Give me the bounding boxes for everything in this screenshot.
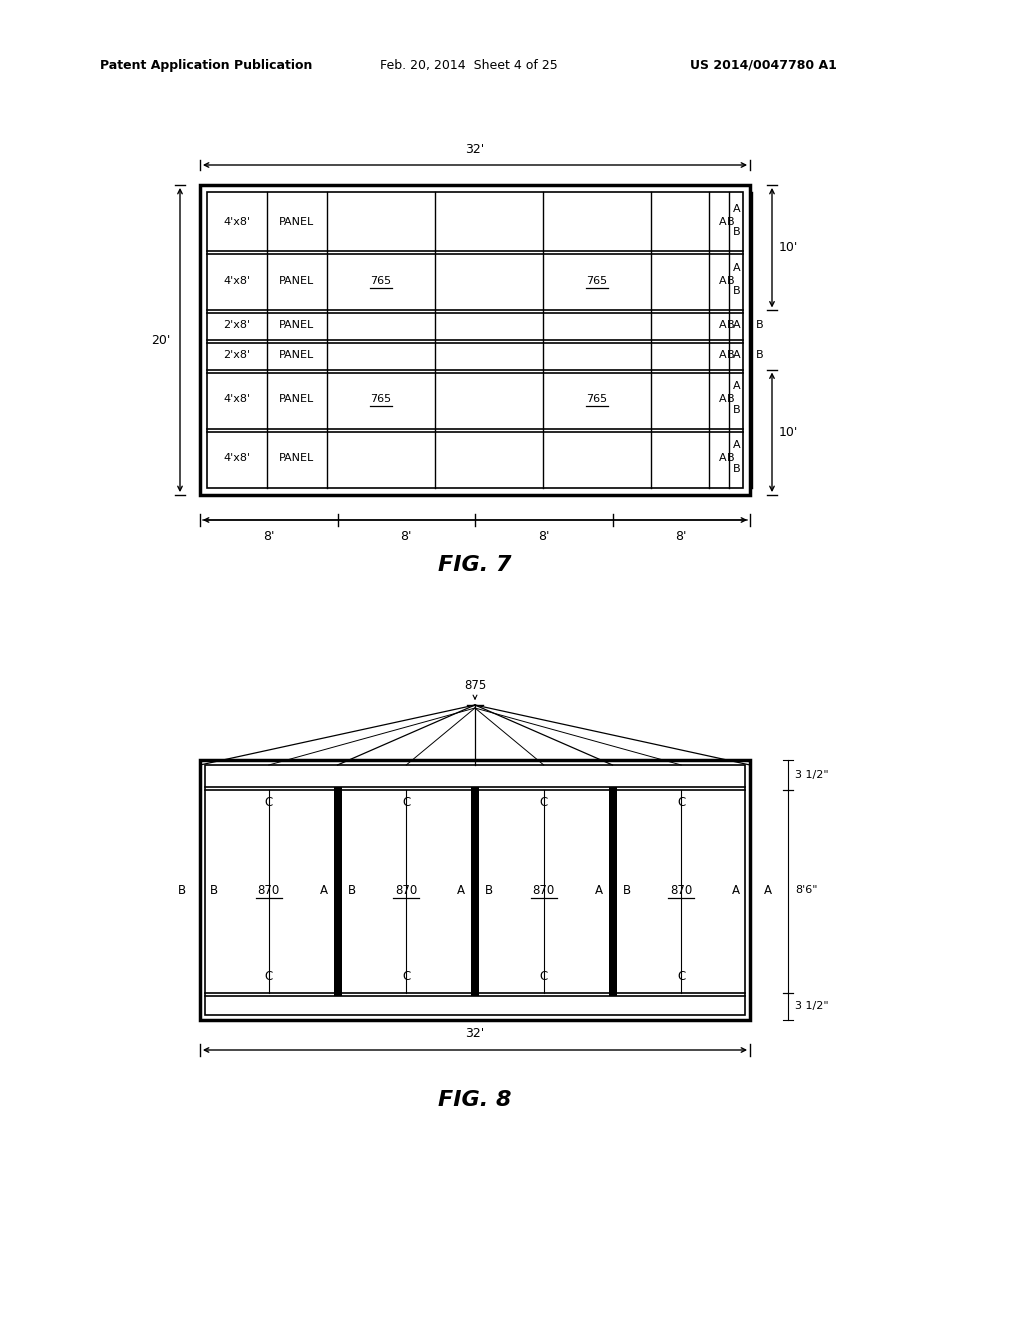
Text: 765: 765 [371,276,391,286]
Text: PANEL: PANEL [280,276,314,286]
Text: A: A [719,276,727,286]
Text: B: B [727,321,735,330]
Text: A: A [595,883,602,896]
Text: 3 1/2": 3 1/2" [795,770,828,780]
Text: A: A [733,441,740,450]
Text: C: C [677,970,685,983]
Bar [471,787,479,997]
Text: 8': 8' [676,531,687,543]
Bar [207,191,743,488]
Text: FIG. 8: FIG. 8 [438,1090,512,1110]
Text: 8': 8' [263,531,274,543]
Text: C: C [540,796,548,809]
Text: A: A [457,883,465,896]
Text: PANEL: PANEL [280,216,314,227]
Text: B: B [347,883,355,896]
Text: C: C [264,796,272,809]
Text: B: B [485,883,494,896]
Text: A: A [733,203,740,214]
Text: 4'x8': 4'x8' [223,453,251,463]
Text: C: C [402,796,411,809]
Text: 4'x8': 4'x8' [223,216,251,227]
Text: PANEL: PANEL [280,453,314,463]
Text: B: B [623,883,631,896]
Text: PANEL: PANEL [280,395,314,404]
Text: B: B [733,286,740,297]
Text: 2'x8': 2'x8' [223,321,251,330]
Text: B: B [727,216,735,227]
Text: A: A [733,263,740,273]
Text: 870: 870 [532,883,555,896]
Text: C: C [677,796,685,809]
Text: B: B [733,465,740,474]
Text: B: B [727,350,735,360]
Text: Patent Application Publication: Patent Application Publication [100,58,312,71]
Text: B: B [733,405,740,414]
Text: 20': 20' [152,334,171,346]
Text: 32': 32' [465,1027,484,1040]
Text: C: C [402,970,411,983]
Text: Feb. 20, 2014  Sheet 4 of 25: Feb. 20, 2014 Sheet 4 of 25 [380,58,558,71]
Text: 3 1/2": 3 1/2" [795,1002,828,1011]
Text: 4'x8': 4'x8' [223,276,251,286]
Text: A: A [719,216,727,227]
Text: A: A [764,883,772,896]
Text: B: B [756,350,764,360]
Bar [205,766,745,1015]
Text: 8': 8' [400,531,412,543]
Text: C: C [540,970,548,983]
Text: A: A [719,350,727,360]
Text: A: A [719,395,727,404]
Text: A: A [733,321,740,330]
Text: B: B [733,227,740,238]
Text: B: B [727,276,735,286]
Text: B: B [756,321,764,330]
Text: 875: 875 [464,678,486,692]
Bar [608,787,616,997]
Text: A: A [732,883,740,896]
Text: A: A [733,381,740,391]
Text: 8'6": 8'6" [795,884,817,895]
Text: 8': 8' [538,531,550,543]
Text: PANEL: PANEL [280,321,314,330]
Text: A: A [319,883,328,896]
Text: 765: 765 [587,395,607,404]
Text: B: B [210,883,218,896]
Text: 32': 32' [465,143,484,156]
Text: 10': 10' [779,426,799,438]
Text: C: C [264,970,272,983]
Text: 870: 870 [670,883,692,896]
Text: A: A [733,350,740,360]
Text: 870: 870 [258,883,280,896]
Text: B: B [727,395,735,404]
Text: PANEL: PANEL [280,350,314,360]
Text: 765: 765 [587,276,607,286]
Text: B: B [178,883,186,896]
Text: FIG. 7: FIG. 7 [438,554,512,576]
Text: B: B [727,453,735,463]
Text: A: A [719,453,727,463]
Bar [200,185,750,495]
Text: 870: 870 [395,883,418,896]
Text: 4'x8': 4'x8' [223,395,251,404]
Bar [200,760,750,1020]
Text: 765: 765 [371,395,391,404]
Text: US 2014/0047780 A1: US 2014/0047780 A1 [690,58,837,71]
Text: 10': 10' [779,242,799,255]
Text: 2'x8': 2'x8' [223,350,251,360]
Bar [334,787,341,997]
Text: A: A [719,321,727,330]
